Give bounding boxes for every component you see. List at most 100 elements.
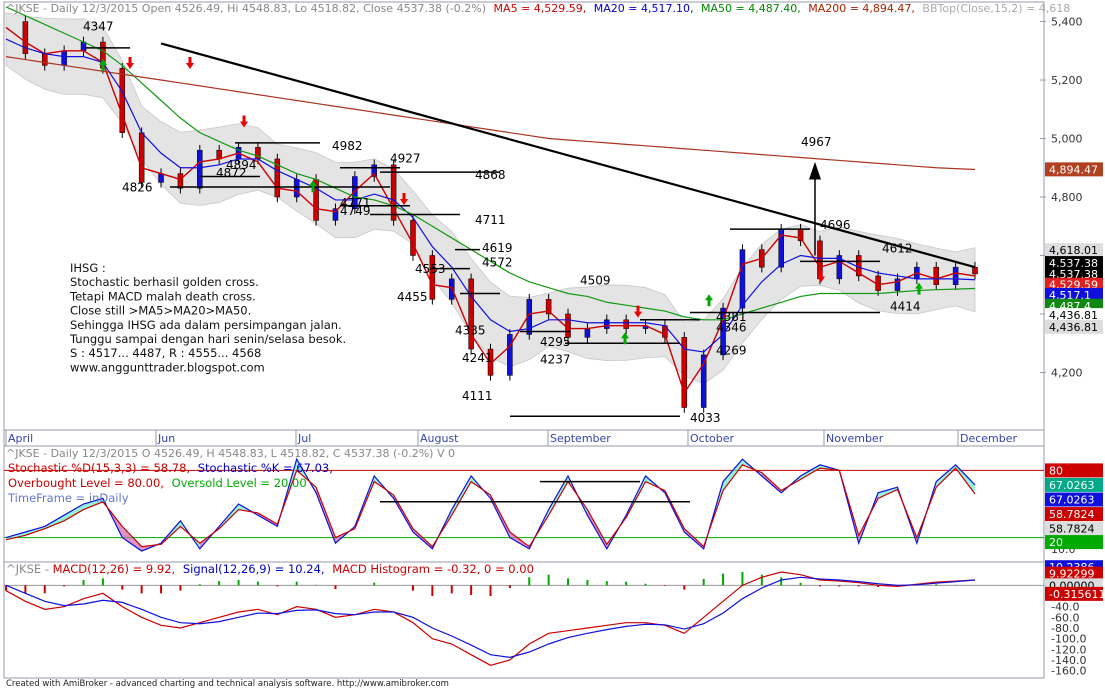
- candle-body: [390, 164, 397, 221]
- candle-body: [545, 299, 552, 315]
- annotation-label: 4711: [475, 213, 506, 227]
- candle-body: [894, 278, 901, 291]
- buy-arrow: [915, 282, 923, 295]
- annotation-label: 4826: [122, 181, 153, 195]
- candle-body: [933, 266, 939, 285]
- candle-body: [700, 354, 707, 408]
- stoch-fill: [122, 526, 142, 552]
- candle-body: [332, 208, 339, 221]
- footer-text: Created with AmiBroker - advanced charti…: [6, 679, 449, 689]
- annotation-label: 4612: [882, 242, 913, 256]
- stoch-value-tag: [1045, 521, 1103, 536]
- month-label: April: [8, 432, 33, 445]
- month-label: August: [420, 432, 459, 445]
- price-value-tag: [1045, 308, 1103, 323]
- candle-body: [216, 149, 222, 160]
- stoch-value-tag: [1045, 535, 1103, 550]
- candle-body: [952, 266, 959, 285]
- note-line: Sehingga IHSG ada dalam persimpangan jal…: [70, 318, 342, 332]
- macd-tick-label: -120.0: [1051, 643, 1086, 656]
- stoch-value-tag: [1045, 477, 1103, 492]
- candle-body: [429, 255, 436, 300]
- macd-tick-label: -80.0: [1051, 622, 1079, 635]
- candle-body: [352, 176, 358, 209]
- price-value-label: 4,537.38: [1049, 268, 1098, 281]
- month-label: October: [690, 432, 734, 445]
- price-value-label: 4,618.01: [1049, 244, 1098, 257]
- price-tick-label: 5,400: [1051, 16, 1083, 29]
- macd-tick-label: -40.0: [1051, 601, 1079, 614]
- macd-tick-label: -160.0: [1051, 665, 1086, 678]
- annotation-label: 4347: [83, 19, 114, 33]
- annotation-label: 4509: [580, 274, 611, 288]
- buy-arrow: [621, 332, 629, 345]
- sell-arrow: [400, 192, 408, 205]
- sell-arrow: [634, 305, 642, 318]
- bbtop-header: BBTop(Close,15,2) = 4,618: [922, 2, 1070, 15]
- stoch-value-label: 67.0263: [1049, 494, 1095, 507]
- stoch-value-tag: [1045, 463, 1103, 478]
- macd-value-tag: [1045, 566, 1103, 581]
- candle-body: [293, 179, 300, 198]
- candle-body: [197, 149, 203, 189]
- price-value-label: 4,436.81: [1049, 309, 1098, 322]
- stoch-title: ^JKSE - Daily 12/3/2015 O 4526.49, H 454…: [6, 447, 455, 460]
- price-value-label: 4,894.47: [1049, 163, 1098, 176]
- stoch-fill: [548, 476, 569, 516]
- annotation-label: 4696: [820, 218, 851, 232]
- macd-value-tag: [1045, 586, 1103, 601]
- macd-value-label: 9.92299: [1049, 568, 1095, 581]
- ma50-header: MA50 = 4,487.40,: [701, 2, 801, 15]
- timeframe-header: TimeFrame = inDaily: [7, 491, 129, 505]
- annotation-label: 4572: [482, 256, 513, 270]
- stoch-k-line: [5, 457, 976, 552]
- annotation-label: 4967: [801, 135, 832, 149]
- stoch-value-label: 58.7824: [1049, 523, 1095, 536]
- macd-value-label: -0.315611: [1049, 588, 1105, 601]
- price-value-tag: [1045, 243, 1103, 258]
- overbought-header: Overbought Level = 80.00,: [8, 476, 164, 490]
- annotation-label: 4414: [890, 299, 921, 313]
- annotation-label: 4619: [482, 241, 513, 255]
- candle-body: [565, 313, 571, 338]
- candle-body: [739, 249, 746, 309]
- candle-body: [623, 319, 629, 329]
- stoch-levels-line: Overbought Level = 80.00, Oversold Level…: [8, 476, 307, 490]
- note-line: Tetapi MACD malah death cross.: [69, 289, 256, 303]
- stoch-value-label: 58.7824: [1049, 508, 1095, 521]
- stoch-value-label: 20: [1049, 536, 1063, 549]
- candle-body: [61, 50, 67, 66]
- stoch-d-header: Stochastic %D(15,3,3) = 58.78,: [8, 461, 190, 475]
- annotation-label: 4033: [690, 411, 721, 425]
- note-line: Stochastic berhasil golden cross.: [70, 275, 259, 289]
- stoch-value-tag: [1045, 492, 1103, 507]
- annotation-label: 4346: [716, 321, 747, 335]
- candle-body: [604, 319, 610, 329]
- candle-body: [836, 255, 843, 280]
- price-tick-label: 4,200: [1051, 366, 1083, 379]
- annotation-label: 4868: [475, 168, 506, 182]
- note-line: Close still >MA5>MA20>MA50.: [70, 304, 251, 318]
- macd-tick-label: -100.0: [1051, 633, 1086, 646]
- stoch-d-line: [5, 464, 976, 548]
- candle-body: [22, 21, 29, 54]
- stoch-value-tag: [1045, 507, 1103, 522]
- note-line: www.anggunttrader.blogspot.com: [70, 360, 265, 374]
- macd-tick-label: -140.0: [1051, 654, 1086, 667]
- hist-value-header: MACD Histogram = -0.32, 0 = 0.00: [332, 562, 534, 576]
- ma20-header: MA20 = 4,517.10,: [594, 2, 694, 15]
- ma5-header: MA5 = 4,529.59,: [494, 2, 587, 15]
- candle-body: [410, 220, 416, 256]
- price-value-tag: [1045, 162, 1103, 177]
- annotation-label: 4771: [340, 196, 371, 210]
- stoch-k-header: Stochastic %K = 67.03,: [198, 461, 333, 475]
- target-arrow-head: [809, 161, 821, 180]
- candle-body: [158, 173, 164, 183]
- macd-tick-label: -60.0: [1051, 611, 1079, 624]
- ma200-line: [5, 56, 976, 171]
- sell-arrow: [186, 57, 194, 70]
- candle-body: [507, 334, 513, 376]
- sell-arrow: [240, 115, 248, 128]
- annotation-label: 4295: [540, 335, 571, 349]
